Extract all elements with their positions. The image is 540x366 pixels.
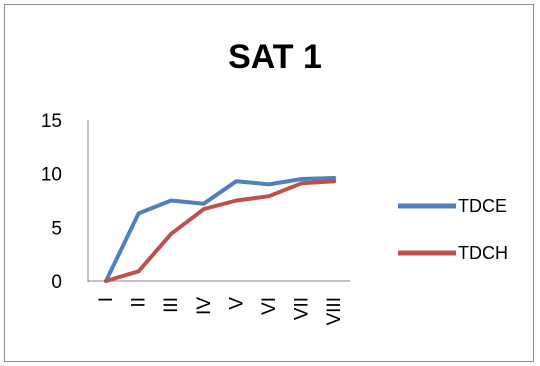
- series-line-tdce: [104, 176, 337, 283]
- y-tick-label: 10: [41, 165, 62, 186]
- legend: TDCE TDCH: [398, 196, 508, 263]
- x-tick-label: VIII: [324, 297, 345, 326]
- y-tick-labels: 0 5 10 15: [41, 111, 62, 293]
- y-tick-label: 15: [41, 111, 62, 132]
- y-tick-label: 5: [51, 218, 62, 239]
- x-tick-label: VI: [259, 297, 280, 315]
- x-tick-label: III: [161, 297, 182, 313]
- x-tick-label: I: [96, 297, 117, 302]
- x-tick-label: VII: [292, 297, 313, 320]
- series-lines: [104, 176, 337, 283]
- series-line-tdch: [104, 179, 337, 283]
- chart-title: SAT 1: [228, 38, 322, 76]
- legend-label-tdch: TDCH: [458, 243, 508, 263]
- x-tick-label: V: [226, 297, 247, 310]
- x-tick-labels: I II III IV V VI VII VIII: [96, 297, 345, 326]
- y-tick-label: 0: [51, 272, 62, 293]
- x-tick-label: IV: [194, 297, 215, 315]
- legend-label-tdce: TDCE: [458, 196, 507, 216]
- x-tick-label: II: [129, 297, 150, 308]
